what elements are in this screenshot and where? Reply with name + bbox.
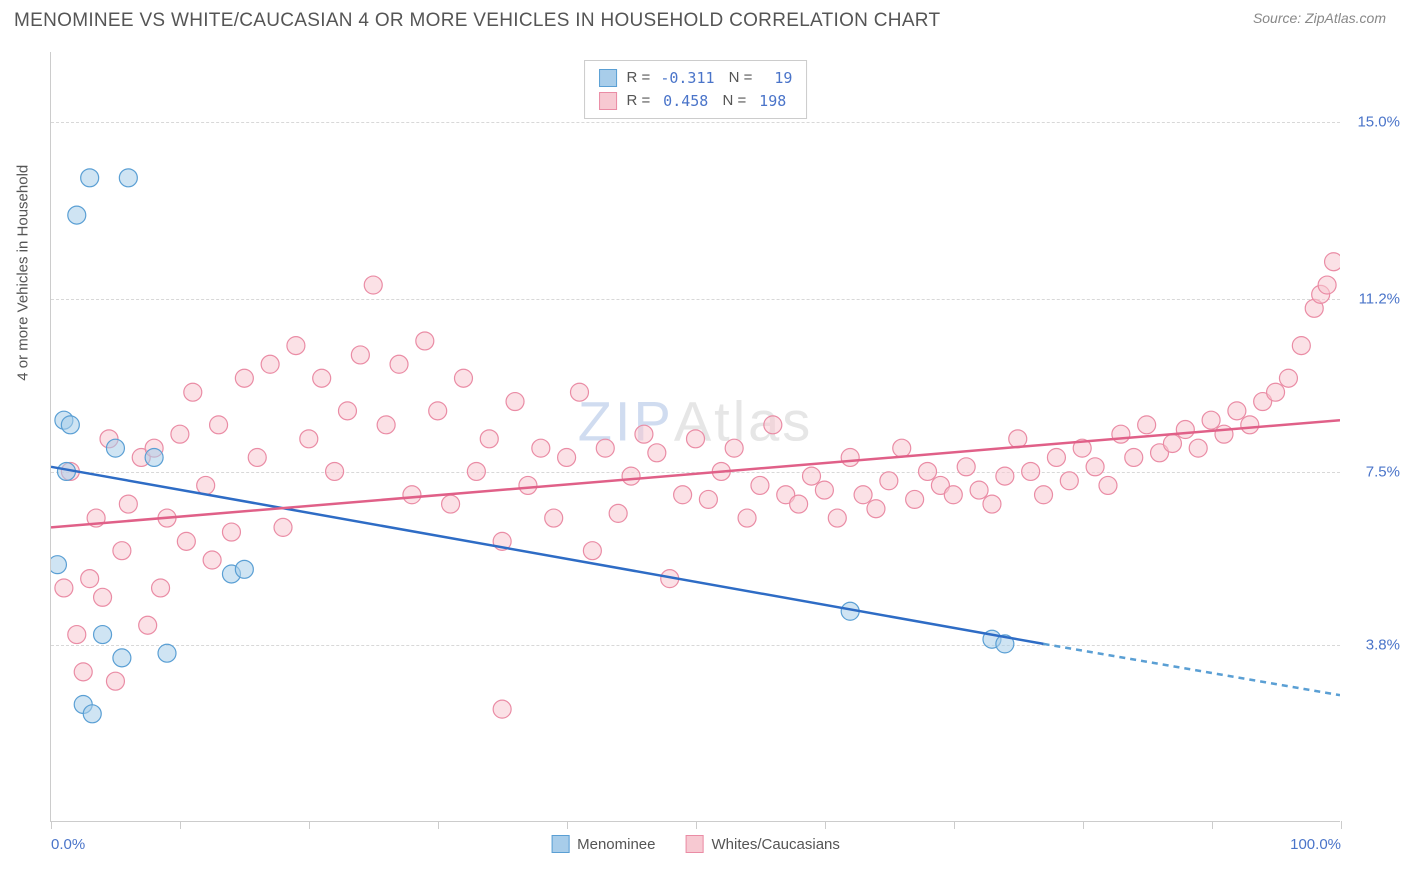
legend-swatch-menominee (551, 835, 569, 853)
y-axis-label: 4 or more Vehicles in Household (15, 164, 32, 380)
ytick-label: 15.0% (1357, 114, 1400, 131)
swatch-menominee (599, 69, 617, 87)
xtick (180, 821, 181, 829)
xtick (954, 821, 955, 829)
swatch-whites (599, 92, 617, 110)
ytick-label: 3.8% (1366, 636, 1400, 653)
xtick (825, 821, 826, 829)
xtick (309, 821, 310, 829)
source-label: Source: ZipAtlas.com (1253, 10, 1386, 26)
xtick (438, 821, 439, 829)
scatter-plot (51, 52, 1340, 821)
legend-swatch-whites (686, 835, 704, 853)
xtick (567, 821, 568, 829)
correlation-legend: R =-0.311 N =19 R =0.458 N =198 (584, 60, 808, 119)
legend-row-whites: R =0.458 N =198 (599, 90, 793, 113)
xtick (51, 821, 52, 829)
ytick-label: 7.5% (1366, 464, 1400, 481)
xtick (1083, 821, 1084, 829)
legend-item-menominee: Menominee (551, 835, 655, 853)
chart-area: ZIPAtlas 4 or more Vehicles in Household… (50, 52, 1340, 822)
legend-row-menominee: R =-0.311 N =19 (599, 67, 793, 90)
ytick-label: 11.2% (1359, 291, 1400, 308)
xtick (696, 821, 697, 829)
legend-label-menominee: Menominee (577, 836, 655, 853)
xtick-label: 100.0% (1290, 836, 1341, 853)
legend-item-whites: Whites/Caucasians (686, 835, 840, 853)
legend-label-whites: Whites/Caucasians (712, 836, 840, 853)
xtick-label: 0.0% (51, 836, 85, 853)
chart-title: MENOMINEE VS WHITE/CAUCASIAN 4 OR MORE V… (14, 10, 940, 32)
series-legend: Menominee Whites/Caucasians (551, 835, 840, 853)
xtick (1341, 821, 1342, 829)
xtick (1212, 821, 1213, 829)
